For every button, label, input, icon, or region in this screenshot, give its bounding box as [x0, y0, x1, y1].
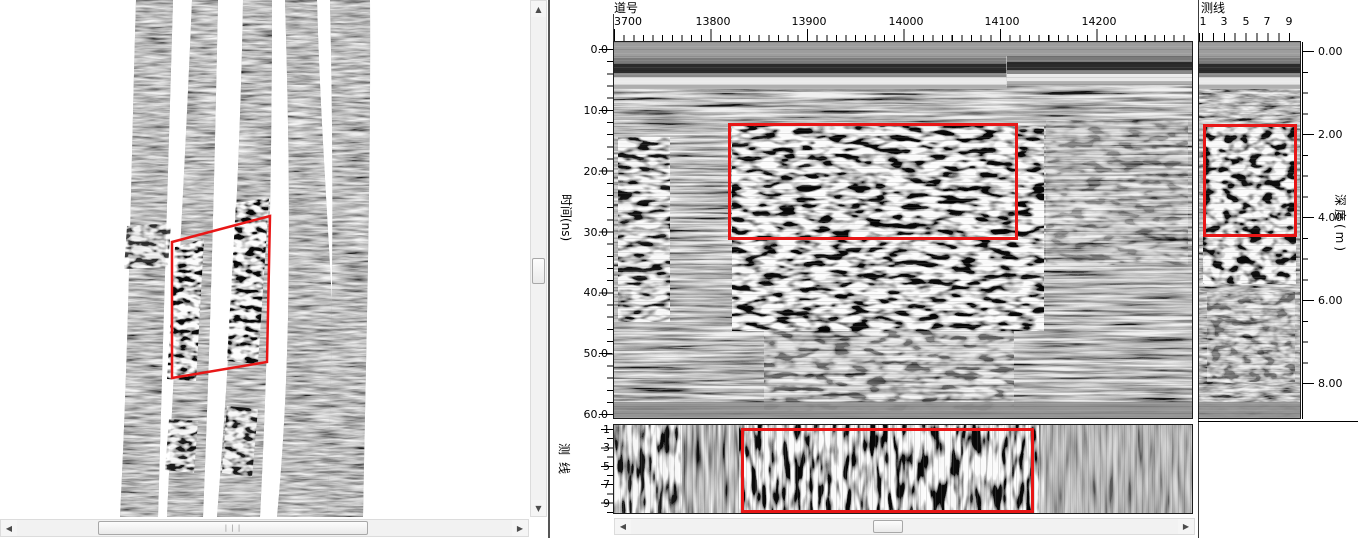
- scroll-up-button[interactable]: ▲: [531, 1, 546, 17]
- axis-corner-line: [613, 14, 614, 42]
- trace-tick-label: 13800: [695, 15, 731, 28]
- arrow-left-icon: ◀: [5, 523, 13, 533]
- anomaly-highlight-box-main: [728, 123, 1018, 240]
- depth-tick-label: 8.00: [1318, 377, 1343, 390]
- crossline-axis-ruler: [1199, 31, 1300, 42]
- crossline-tick-label: 5: [1242, 15, 1250, 28]
- map-vertical-scroll-thumb[interactable]: [532, 258, 545, 284]
- crossline-tick-label: 9: [1285, 15, 1293, 28]
- crossline-tick-label: 1: [1199, 15, 1207, 28]
- section-view-pane: 道号 3700 13800 13900 14000 14100 14200 时间…: [548, 0, 1358, 538]
- section-horizontal-scrollbar[interactable]: ◀ ▶: [614, 518, 1195, 535]
- crossline-axis-title: 测线: [1201, 1, 1226, 15]
- time-axis-ruler: [599, 49, 613, 415]
- crossline-bottom-border: [1198, 421, 1358, 422]
- map-anomaly-patches: [124, 198, 269, 477]
- depth-axis-line: [1302, 42, 1303, 419]
- scroll-left-button[interactable]: ◀: [615, 519, 631, 534]
- arrow-up-icon: ▲: [535, 4, 542, 14]
- slice-axis-ruler: [601, 429, 614, 513]
- survey-strips: [120, 0, 371, 517]
- depth-axis-title: 深度(m): [1333, 194, 1347, 255]
- depth-tick-label: 4.00: [1318, 211, 1343, 224]
- pane-separator-line: [1198, 0, 1199, 538]
- depth-tick-label: 2.00: [1318, 128, 1343, 141]
- slice-axis-title: 测线: [557, 443, 571, 482]
- trace-tick-label: 14100: [984, 15, 1020, 28]
- crossline-tick-label: 7: [1263, 15, 1271, 28]
- trace-axis-ruler: [614, 27, 1193, 42]
- depth-axis-ruler: [1303, 51, 1314, 384]
- scroll-down-button[interactable]: ▼: [531, 500, 546, 516]
- trace-tick-label: 14000: [888, 15, 924, 28]
- map-horizontal-scrollbar[interactable]: ◀ ▶ | | |: [0, 519, 529, 537]
- anomaly-highlight-box-slice: [741, 428, 1034, 513]
- scroll-right-button[interactable]: ▶: [1178, 519, 1194, 534]
- depth-tick-label: 0.00: [1318, 45, 1343, 58]
- map-vertical-scrollbar[interactable]: ▲ ▼: [530, 0, 547, 517]
- map-view-pane: ▲ ▼ ◀ ▶ | | |: [0, 0, 548, 538]
- section-horizontal-scroll-thumb[interactable]: [873, 520, 903, 533]
- scroll-right-button[interactable]: ▶: [512, 520, 528, 536]
- anomaly-highlight-box-crossline: [1203, 124, 1297, 237]
- arrow-left-icon: ◀: [619, 522, 627, 531]
- map-horizontal-scroll-thumb[interactable]: | | |: [98, 521, 368, 535]
- map-view-canvas[interactable]: [0, 0, 530, 517]
- arrow-right-icon: ▶: [516, 523, 524, 533]
- arrow-right-icon: ▶: [1182, 522, 1190, 531]
- trace-tick-label: 14200: [1081, 15, 1117, 28]
- scroll-left-button[interactable]: ◀: [1, 520, 17, 536]
- trace-tick-label: 3700: [614, 15, 642, 28]
- crossline-tick-label: 3: [1220, 15, 1228, 28]
- trace-tick-label: 13900: [791, 15, 827, 28]
- trace-axis-title: 道号: [614, 1, 639, 15]
- map-selection-outline: [170, 214, 272, 380]
- depth-tick-label: 6.00: [1318, 294, 1343, 307]
- arrow-down-icon: ▼: [535, 503, 542, 513]
- scroll-grip-icon: | | |: [224, 524, 242, 532]
